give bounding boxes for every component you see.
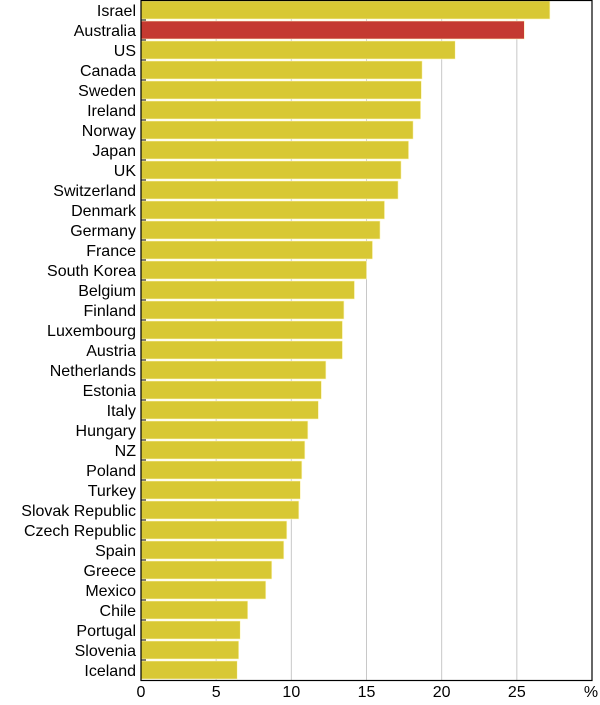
category-label: US: [114, 43, 136, 60]
category-label: Germany: [70, 223, 136, 240]
bar-ireland: [140, 100, 421, 120]
category-label: Australia: [74, 23, 136, 40]
category-label: Turkey: [88, 483, 136, 500]
category-label: UK: [114, 163, 137, 180]
category-label: Japan: [92, 143, 136, 160]
bar-slovak-republic: [140, 500, 300, 520]
bar-italy: [140, 400, 319, 420]
bar-nz: [140, 440, 306, 460]
category-label: NZ: [115, 443, 137, 460]
bar-czech-republic: [140, 520, 288, 540]
bar-denmark: [140, 200, 385, 220]
category-label: Israel: [97, 3, 136, 20]
category-label: Iceland: [84, 663, 136, 680]
axes: 0 5 10 15 20 25: [137, 0, 593, 701]
category-label: Poland: [86, 463, 136, 480]
unit-label: %: [584, 684, 598, 700]
bar-poland: [140, 460, 303, 480]
category-label: Portugal: [76, 623, 136, 640]
category-label: Slovak Republic: [21, 503, 136, 520]
plot-frame: [140, 0, 593, 682]
category-label: Canada: [80, 63, 136, 80]
bar-france: [140, 240, 373, 260]
bar-uk: [140, 160, 402, 180]
bar-us: [140, 40, 456, 60]
bar-finland: [140, 300, 345, 320]
category-label: France: [86, 243, 136, 260]
category-label: Switzerland: [53, 183, 136, 200]
bar-netherlands: [140, 360, 327, 380]
category-label: Mexico: [85, 583, 136, 600]
x-tick-label: 10: [282, 684, 300, 700]
category-label: Norway: [82, 123, 136, 140]
bar-sweden: [140, 80, 422, 100]
x-tick-label: 20: [433, 684, 451, 700]
x-tick-label: 0: [137, 684, 146, 700]
x-tick-label: 5: [212, 684, 221, 700]
bar-switzerland: [140, 180, 399, 200]
x-tick-label: 15: [358, 684, 376, 700]
category-label: Czech Republic: [24, 523, 136, 540]
bar-mexico: [140, 580, 267, 600]
bar-japan: [140, 140, 409, 160]
category-label: Spain: [95, 543, 136, 560]
category-label: Sweden: [78, 83, 136, 100]
bar-greece: [140, 560, 273, 580]
bar-spain: [140, 540, 285, 560]
bar-hungary: [140, 420, 309, 440]
bar-luxembourg: [140, 320, 343, 340]
category-label: Hungary: [76, 423, 136, 440]
category-label: Ireland: [87, 103, 136, 120]
bar-australia: [140, 20, 525, 40]
category-label: South Korea: [47, 263, 136, 280]
bar-chile: [140, 600, 249, 620]
bar-portugal: [140, 620, 241, 640]
bar-germany: [140, 220, 381, 240]
bar-south-korea: [140, 260, 367, 280]
bar-israel: [140, 0, 551, 20]
bar-turkey: [140, 480, 301, 500]
category-label: Slovenia: [75, 643, 136, 660]
category-label: Estonia: [83, 383, 136, 400]
bar-iceland: [140, 660, 238, 680]
bar-canada: [140, 60, 423, 80]
category-label: Austria: [86, 343, 136, 360]
category-labels: Israel Australia US Canada Sweden Ireland Norw…: [21, 3, 137, 680]
category-label: Luxembourg: [47, 323, 136, 340]
category-label: Denmark: [71, 203, 137, 220]
bars: [140, 0, 551, 680]
category-label: Belgium: [78, 283, 136, 300]
category-label: Greece: [84, 563, 137, 580]
category-label: Italy: [107, 403, 136, 420]
category-label: Finland: [84, 303, 136, 320]
bar-norway: [140, 120, 414, 140]
bar-slovenia: [140, 640, 240, 660]
bar-estonia: [140, 380, 322, 400]
category-label: Chile: [100, 603, 137, 620]
x-tick-label: 25: [508, 684, 526, 700]
bar-austria: [140, 340, 343, 360]
category-label: Netherlands: [50, 363, 136, 380]
bar-belgium: [140, 280, 355, 300]
